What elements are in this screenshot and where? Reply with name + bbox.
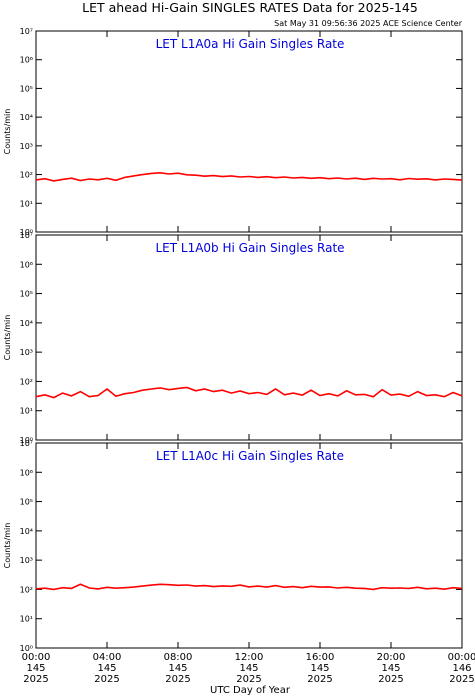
y-axis-title: Counts/min: [3, 315, 12, 361]
plot-frame: [35, 442, 463, 649]
y-tick-label: 10⁷: [20, 27, 33, 36]
data-line: [35, 386, 463, 399]
plot-frame: [35, 30, 463, 233]
y-tick-label: 10³: [20, 142, 33, 151]
data-line: [35, 171, 463, 182]
y-tick-label: 10⁰: [20, 228, 33, 237]
y-tick-label: 10¹: [20, 199, 33, 208]
y-axis-title: Counts/min: [3, 109, 12, 155]
y-tick-label: 10⁶: [20, 56, 33, 65]
panel-title: LET L1A0b Hi Gain Singles Rate: [155, 241, 344, 255]
y-tick-label: 10⁴: [20, 113, 33, 122]
y-tick-label: 10⁴: [20, 527, 33, 536]
y-tick-label: 10⁷: [20, 439, 33, 448]
y-tick-label: 10¹: [20, 407, 33, 416]
y-tick-label: 10⁷: [20, 231, 33, 240]
y-tick-label: 10⁶: [20, 260, 33, 269]
y-tick-label: 10⁴: [20, 319, 33, 328]
y-tick-label: 10³: [20, 348, 33, 357]
plot-frame: [35, 234, 463, 441]
y-tick-label: 10⁰: [20, 436, 33, 445]
y-tick-label: 10⁶: [20, 468, 33, 477]
x-tick-label: 00:00 146 2025: [448, 652, 475, 685]
y-axis-title: Counts/min: [3, 523, 12, 569]
x-axis-title: UTC Day of Year: [210, 685, 291, 696]
data-line: [35, 583, 463, 591]
timestamp: Sat May 31 09:56:36 2025 ACE Science Cen…: [274, 19, 463, 28]
y-tick-label: 10²: [20, 377, 33, 386]
x-tick-label: 12:00 145 2025: [235, 652, 264, 685]
y-tick-label: 10³: [20, 556, 33, 565]
x-tick-label: 16:00 145 2025: [306, 652, 335, 685]
y-tick-label: 10²: [20, 585, 33, 594]
y-tick-label: 10²: [20, 171, 33, 180]
x-tick-label: 08:00 145 2025: [164, 652, 193, 685]
y-tick-label: 10¹: [20, 615, 33, 624]
x-tick-label: 04:00 145 2025: [93, 652, 122, 685]
y-tick-label: 10⁰: [20, 644, 33, 653]
panel-title: LET L1A0c Hi Gain Singles Rate: [156, 449, 344, 463]
y-tick-label: 10⁵: [20, 290, 33, 299]
x-tick-label: 20:00 145 2025: [377, 652, 406, 685]
panel-title: LET L1A0a Hi Gain Singles Rate: [156, 37, 345, 51]
y-tick-label: 10⁵: [20, 84, 33, 93]
y-tick-label: 10⁵: [20, 498, 33, 507]
chart-title: LET ahead Hi-Gain SINGLES RATES Data for…: [82, 0, 418, 15]
x-tick-label: 00:00 145 2025: [22, 652, 51, 685]
